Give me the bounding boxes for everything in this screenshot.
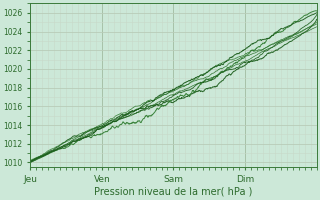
X-axis label: Pression niveau de la mer( hPa ): Pression niveau de la mer( hPa ) [94, 187, 252, 197]
